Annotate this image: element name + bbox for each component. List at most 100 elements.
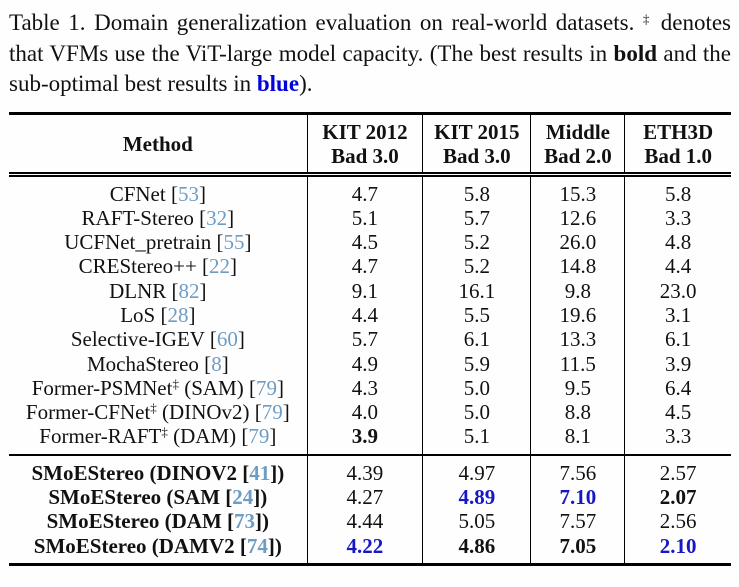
value-cell: 3.1 — [624, 302, 731, 328]
method-cell: UCFNet_pretrain [55] — [9, 230, 307, 254]
value-cell: 4.8 — [624, 230, 731, 255]
citation-number[interactable]: 82 — [178, 278, 200, 303]
method-cell: MochaStereo [8] — [9, 352, 307, 376]
table-row: CREStereo++ [22] 4.7 5.2 14.8 4.4 — [9, 254, 731, 279]
double-dagger-superscript: ‡ — [642, 11, 653, 26]
citation-number[interactable]: 8 — [211, 351, 222, 376]
text-run: Former-RAFT — [39, 424, 162, 449]
text-run: MochaStereo [ — [86, 351, 212, 376]
method-cell: RAFT-Stereo [32] — [9, 206, 307, 230]
value-cell: 5.05 — [422, 509, 531, 534]
value-cell: 23.0 — [624, 278, 731, 303]
value-cell: 4.5 — [624, 400, 731, 425]
text-run: SMoEStereo (DAMV2 [ — [33, 533, 247, 558]
value-cell: 2.56 — [624, 509, 731, 534]
value-cell: 11.5 — [530, 351, 625, 376]
value-cell: 2.10 — [624, 533, 731, 565]
method-cell: DLNR [82] — [9, 279, 307, 303]
table-row: LoS [28] 4.4 5.5 19.6 3.1 — [9, 302, 731, 328]
text-run: SMoEStereo (DINOV2 [ — [31, 460, 250, 485]
table-row: RAFT-Stereo [32] 5.1 5.7 12.6 3.3 — [9, 205, 731, 231]
double-dagger-superscript: ‡ — [161, 424, 168, 440]
text-run: ] — [198, 181, 206, 206]
text-run: denotes that VFMs use the ViT-large mode… — [9, 10, 732, 66]
value-cell: 4.4 — [624, 254, 731, 279]
citation-number[interactable]: 79 — [255, 375, 277, 400]
col-header-sublabel: Bad 3.0 — [331, 143, 399, 168]
method-cell: LoS [28] — [9, 303, 307, 327]
value-cell: 5.0 — [422, 400, 531, 425]
value-cell: 4.3 — [306, 375, 423, 401]
col-header-method: Method — [9, 113, 308, 177]
text-run: Former-PSMNet — [31, 375, 173, 400]
text-run: ] — [199, 278, 207, 303]
col-header-sublabel: Bad 1.0 — [644, 143, 713, 168]
text-run: (SAM) [ — [178, 375, 256, 400]
value-cell: 19.6 — [530, 302, 625, 328]
method-cell: SMoEStereo (DAMV2 [74]) — [9, 534, 307, 565]
text-run: Former-CFNet — [25, 400, 151, 425]
value-cell: 5.1 — [306, 205, 423, 231]
value-cell: 5.8 — [422, 174, 531, 206]
text-run: LoS [ — [120, 302, 168, 327]
table-caption: Table 1. Domain generalization evaluatio… — [9, 8, 731, 100]
citation-number[interactable]: 74 — [246, 533, 268, 558]
value-cell: 12.6 — [530, 205, 625, 231]
method-cell: Former-CFNet‡ (DINOv2) [79] — [9, 400, 307, 424]
text-run: ]) — [255, 509, 270, 534]
method-cell: CREStereo++ [22] — [9, 254, 307, 278]
citation-number[interactable]: 79 — [261, 400, 283, 425]
text-run: UCFNet_pretrain [ — [64, 230, 224, 255]
value-cell: 5.8 — [624, 174, 731, 206]
citation-number[interactable]: 28 — [167, 302, 189, 327]
value-cell: 4.97 — [422, 453, 531, 486]
value-cell: 3.9 — [306, 424, 423, 455]
header-row: Method KIT 2012 Bad 3.0 KIT 2015 Bad 3.0… — [9, 113, 731, 177]
col-header-label: Middle — [545, 119, 610, 144]
citation-number[interactable]: 60 — [216, 327, 238, 352]
value-cell: 4.4 — [306, 302, 423, 328]
text-run: ]) — [267, 533, 282, 558]
value-cell: 5.1 — [422, 424, 531, 455]
value-cell: 5.2 — [422, 254, 531, 279]
citation-number[interactable]: 73 — [234, 509, 256, 534]
table-row: DLNR [82] 9.1 16.1 9.8 23.0 — [9, 278, 731, 303]
value-cell: 13.3 — [530, 327, 625, 352]
citation-number[interactable]: 53 — [177, 181, 199, 206]
text-run: CFNet [ — [109, 181, 178, 206]
baseline-rows: CFNet [53] 4.7 5.8 15.3 5.8 RAFT-Stereo [32] 5… — [9, 174, 731, 455]
table-row: SMoEStereo (DAMV2 [74]) 4.22 4.86 7.05 2.10 — [9, 533, 731, 565]
text-run: ] — [269, 424, 277, 449]
text-run: ]) — [270, 460, 285, 485]
value-cell: 15.3 — [530, 174, 625, 206]
text-run: ]) — [253, 485, 268, 510]
col-header-label: ETH3D — [643, 119, 714, 144]
citation-number[interactable]: 22 — [209, 254, 231, 279]
value-cell: 8.8 — [530, 400, 625, 425]
citation-number[interactable]: 41 — [249, 460, 271, 485]
col-header-label: KIT 2015 — [434, 119, 520, 144]
citation-number[interactable]: 32 — [206, 205, 228, 230]
value-cell: 8.1 — [530, 424, 625, 455]
table-row: MochaStereo [8] 4.9 5.9 11.5 3.9 — [9, 351, 731, 376]
table-row: CFNet [53] 4.7 5.8 15.3 5.8 — [9, 174, 731, 206]
text-run: ] — [227, 205, 235, 230]
double-dagger-superscript: ‡ — [150, 400, 157, 416]
value-cell: 16.1 — [422, 278, 531, 303]
text-run: Table 1. Domain generalization evaluatio… — [9, 10, 643, 35]
citation-number[interactable]: 24 — [232, 485, 254, 510]
text-run: Selective-IGEV [ — [70, 327, 217, 352]
method-cell: SMoEStereo (SAM [24]) — [9, 485, 307, 509]
text-run: (DAM) [ — [167, 424, 249, 449]
value-cell: 4.86 — [422, 533, 531, 565]
results-table: Method KIT 2012 Bad 3.0 KIT 2015 Bad 3.0… — [9, 111, 731, 566]
method-cell: SMoEStereo (DINOV2 [41]) — [9, 453, 308, 486]
table-row: SMoEStereo (DINOV2 [41]) 4.39 4.97 7.56 2.57 — [9, 453, 731, 486]
method-cell: Former-PSMNet‡ (SAM) [79] — [9, 376, 307, 400]
value-cell: 6.4 — [624, 375, 731, 401]
text-run: ] — [244, 230, 252, 255]
citation-number[interactable]: 55 — [223, 230, 245, 255]
citation-number[interactable]: 79 — [248, 424, 270, 449]
method-cell: Selective-IGEV [60] — [9, 327, 307, 351]
